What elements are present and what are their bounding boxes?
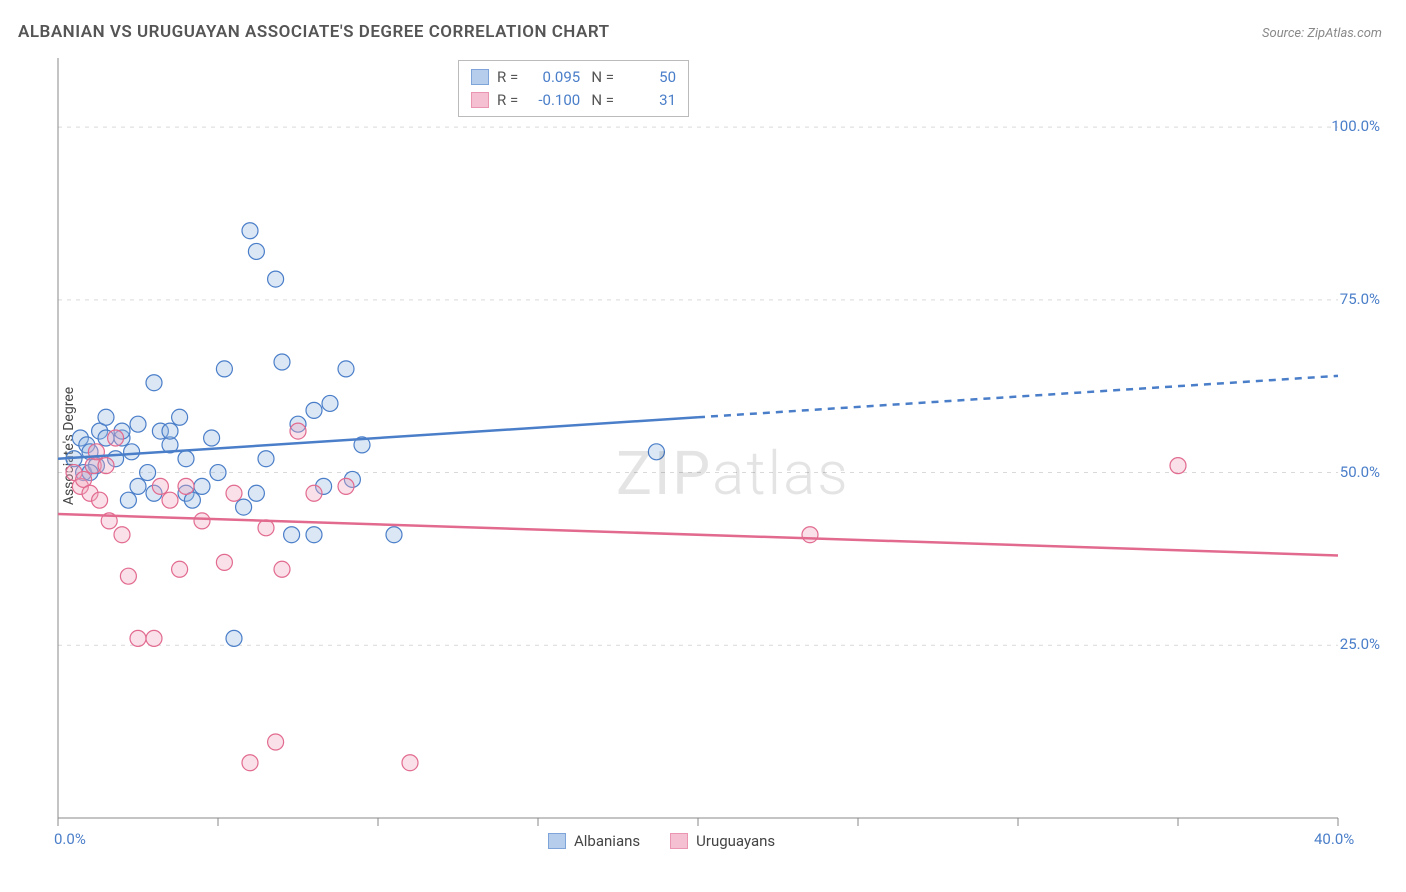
- x-tick-label-min: 0.0%: [54, 830, 86, 848]
- correlation-legend-row: R =-0.100 N =31: [471, 89, 676, 112]
- x-tick-label-max: 40.0%: [1314, 830, 1354, 848]
- legend-swatch: [471, 92, 489, 108]
- chart-area: ZIPatlas R =0.095 N =50R =-0.100 N =31 A…: [48, 58, 1388, 848]
- chart-title: ALBANIAN VS URUGUAYAN ASSOCIATE'S DEGREE…: [18, 22, 610, 42]
- series-legend-item: Uruguayans: [670, 832, 775, 850]
- legend-swatch: [670, 833, 688, 849]
- chart-svg: [48, 58, 1388, 848]
- y-tick-label: 75.0%: [1340, 290, 1380, 308]
- legend-swatch: [548, 833, 566, 849]
- series-legend: Albanians Uruguayans: [548, 832, 775, 850]
- y-tick-label: 100.0%: [1331, 117, 1380, 135]
- y-tick-label: 25.0%: [1340, 635, 1380, 653]
- source-attribution: Source: ZipAtlas.com: [1262, 26, 1382, 41]
- legend-swatch: [471, 69, 489, 85]
- correlation-legend: R =0.095 N =50R =-0.100 N =31: [458, 60, 689, 117]
- correlation-legend-row: R =0.095 N =50: [471, 66, 676, 89]
- series-legend-label: Uruguayans: [696, 832, 775, 850]
- series-legend-label: Albanians: [574, 832, 640, 850]
- y-tick-label: 50.0%: [1340, 463, 1380, 481]
- series-legend-item: Albanians: [548, 832, 640, 850]
